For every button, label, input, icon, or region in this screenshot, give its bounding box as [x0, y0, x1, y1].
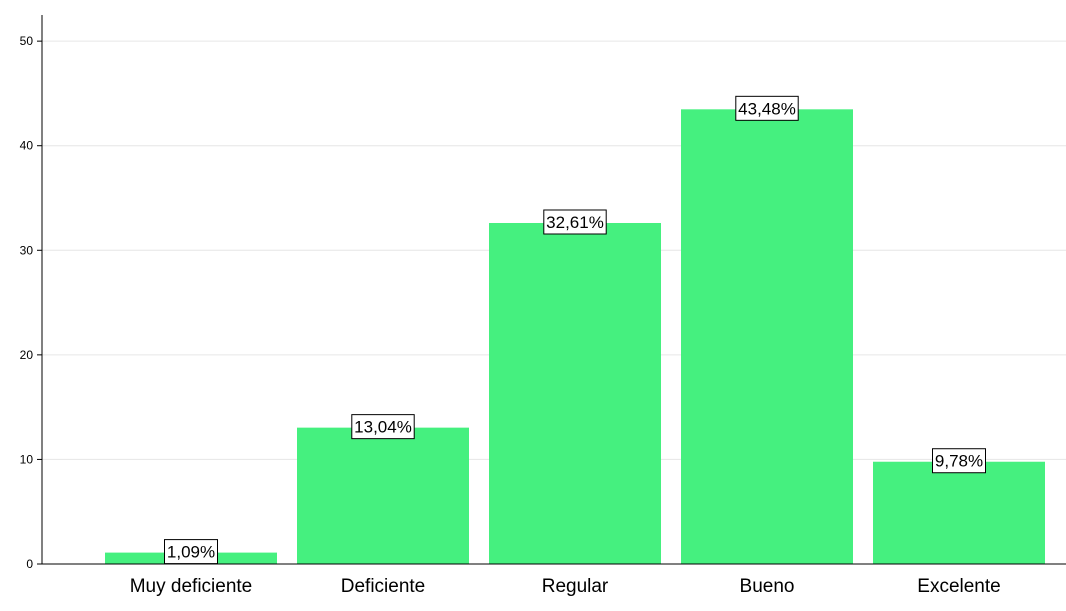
- bar: [873, 461, 1045, 564]
- bar: [681, 109, 853, 564]
- bar: [489, 222, 661, 565]
- data-label-box: [735, 95, 799, 121]
- x-tick-label: Deficiente: [341, 576, 426, 597]
- data-label-text: 1,09%: [167, 543, 215, 562]
- y-tick-label: 40: [20, 139, 34, 153]
- y-tick-label: 10: [20, 452, 34, 466]
- data-label-box: [351, 414, 415, 440]
- x-tick-label: Muy deficiente: [130, 576, 253, 597]
- data-label: 1,09%: [164, 539, 218, 565]
- y-axis-ticks: 0 10 20 30 40 50: [20, 34, 42, 571]
- data-label-text: 13,04%: [354, 418, 412, 437]
- data-label: 43,48%: [735, 95, 799, 121]
- y-tick-label: 30: [20, 243, 34, 257]
- bars: [105, 109, 1045, 565]
- data-label: 13,04%: [351, 414, 415, 440]
- data-label-box: [932, 448, 986, 474]
- data-label-text: 43,48%: [738, 99, 796, 118]
- x-tick-label: Excelente: [917, 576, 1000, 597]
- y-tick-label: 50: [20, 34, 34, 48]
- data-labels: 1,09% 13,04% 32,61% 43,48% 9,78%: [164, 95, 986, 565]
- y-tick-label: 0: [26, 557, 33, 571]
- x-tick-label: Regular: [542, 576, 609, 597]
- data-label-box: [543, 209, 607, 235]
- bar: [297, 427, 469, 564]
- data-label: 9,78%: [932, 448, 986, 474]
- y-tick-label: 20: [20, 348, 34, 362]
- data-label: 32,61%: [543, 209, 607, 235]
- x-axis-labels: Muy deficiente Deficiente Regular Bueno Exce…: [130, 576, 1001, 597]
- data-label-text: 9,78%: [935, 452, 983, 471]
- data-label-text: 32,61%: [546, 213, 604, 232]
- x-tick-label: Bueno: [740, 576, 795, 597]
- data-label-box: [164, 539, 218, 565]
